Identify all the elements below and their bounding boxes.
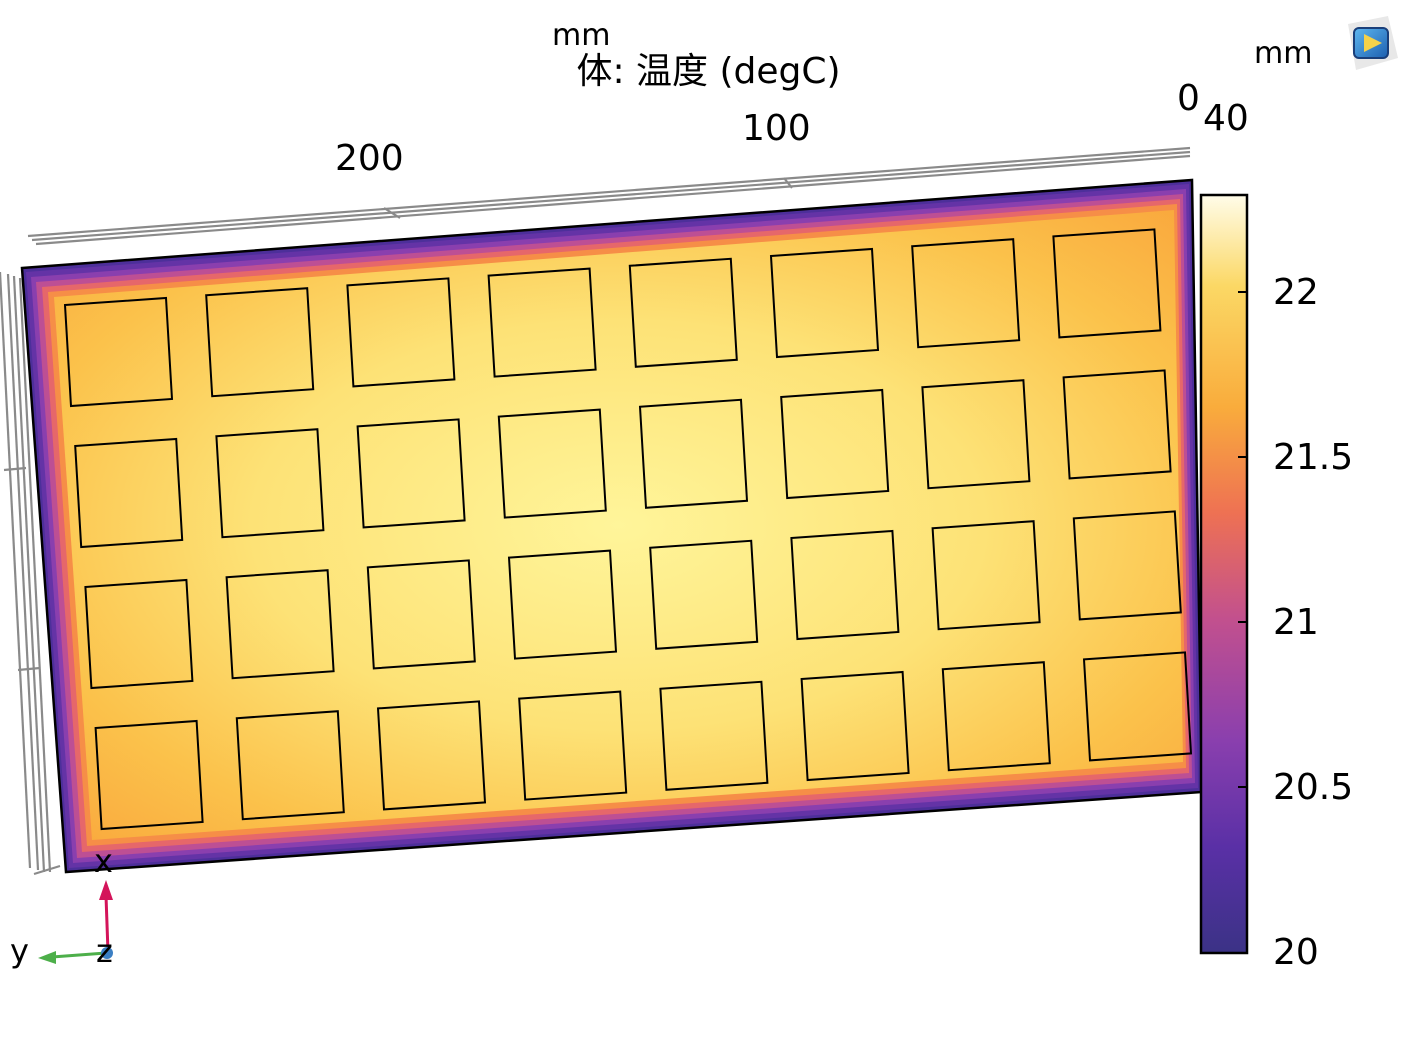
battery-cell xyxy=(921,379,1031,490)
side-axis-unit: mm xyxy=(1254,36,1313,71)
battery-cell xyxy=(800,670,910,782)
battery-cell xyxy=(638,398,749,509)
battery-cell xyxy=(507,549,618,660)
top-axis-rail xyxy=(27,146,1191,246)
battery-cell xyxy=(1072,510,1182,621)
battery-cell xyxy=(94,719,204,831)
battery-cell xyxy=(1082,651,1193,762)
top-axis-tick-200: 200 xyxy=(335,138,404,179)
battery-cell xyxy=(911,238,1021,349)
triad-x-arrow xyxy=(104,895,110,953)
axis-triad xyxy=(38,880,113,964)
top-axis-tick-0: 0 xyxy=(1177,78,1200,119)
battery-cell xyxy=(74,437,184,549)
battery-cell xyxy=(84,578,194,690)
battery-cell xyxy=(205,287,315,398)
colorbar-tick-21-5: 21.5 xyxy=(1273,437,1354,478)
triad-x-label: x xyxy=(94,842,113,880)
plate-warm-core xyxy=(54,210,1183,840)
battery-cell xyxy=(518,690,628,801)
battery-cell xyxy=(628,257,738,368)
side-axis-tick-40: 40 xyxy=(1203,98,1249,139)
colorbar-tick-20-5: 20.5 xyxy=(1273,767,1354,808)
colorbar-gradient xyxy=(1199,193,1249,955)
top-axis-unit: mm xyxy=(552,18,611,53)
battery-cell xyxy=(769,247,880,359)
battery-cell xyxy=(376,700,487,811)
cell-grid xyxy=(63,228,1193,831)
triad-y-arrow xyxy=(51,951,107,959)
battery-cell xyxy=(1052,228,1162,339)
battery-cell xyxy=(659,680,769,791)
triad-z-dot xyxy=(101,947,113,959)
battery-cell xyxy=(649,539,759,650)
battery-cell xyxy=(356,418,466,529)
battery-cell xyxy=(931,520,1041,631)
battery-cell xyxy=(487,267,597,378)
battery-cell xyxy=(225,569,335,680)
battery-cell xyxy=(215,428,325,539)
triad-x-arrowhead xyxy=(99,880,113,900)
battery-cell xyxy=(235,710,345,821)
view-cube-icon[interactable] xyxy=(1342,14,1400,74)
colorbar xyxy=(1199,193,1249,955)
battery-cell xyxy=(366,559,476,670)
battery-cell xyxy=(790,529,900,641)
battery-cell xyxy=(941,661,1051,772)
plot-title: 体: 温度 (degC) xyxy=(576,51,841,92)
triad-y-arrowhead xyxy=(38,951,56,964)
battery-cell xyxy=(497,408,607,519)
battery-cell xyxy=(1062,369,1172,480)
triad-z-label: z xyxy=(96,932,113,970)
battery-cell xyxy=(346,277,456,388)
colorbar-tick-21: 21 xyxy=(1273,602,1319,643)
left-axis-rail xyxy=(0,271,61,876)
triad-y-label: y xyxy=(10,932,29,970)
temperature-plate xyxy=(20,178,1204,874)
battery-cell xyxy=(780,388,890,500)
colorbar-tick-20: 20 xyxy=(1273,932,1319,973)
colorbar-tick-22: 22 xyxy=(1273,272,1319,313)
top-axis-tick-100: 100 xyxy=(742,108,811,149)
battery-cell xyxy=(63,296,174,408)
